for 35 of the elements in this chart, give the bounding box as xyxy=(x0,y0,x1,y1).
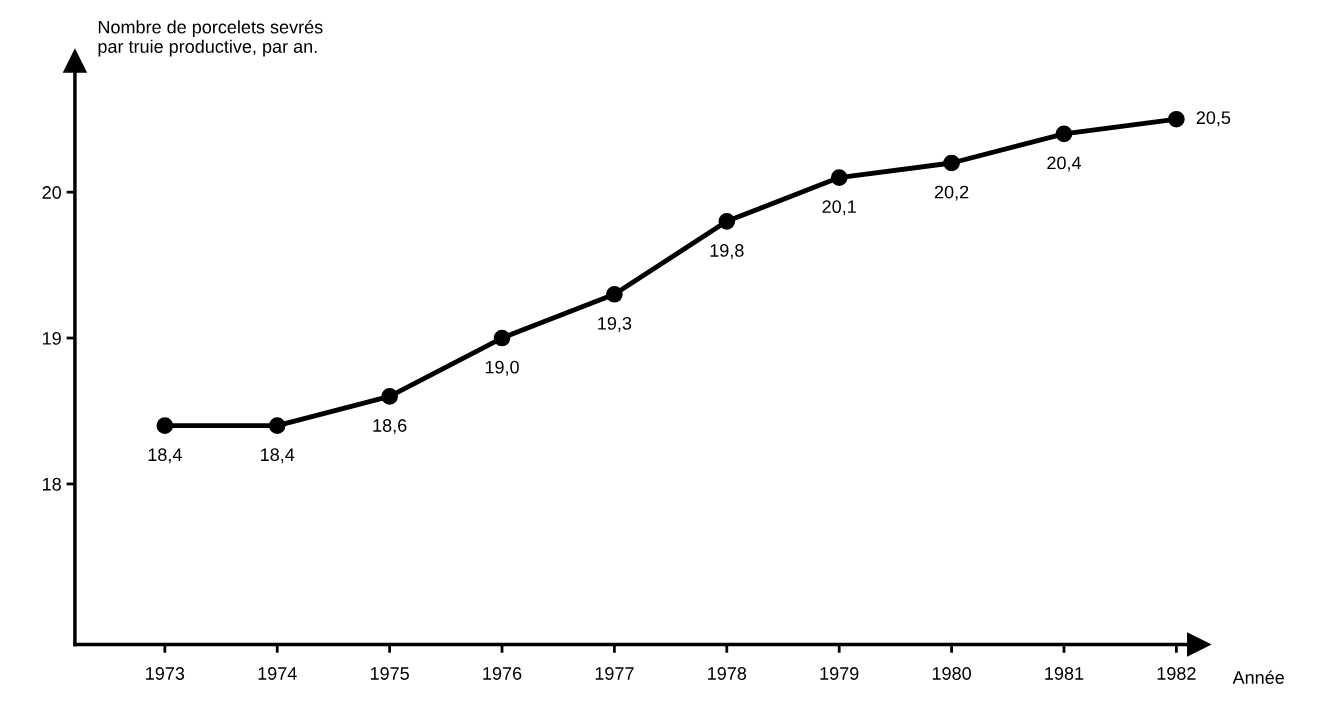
x-tick-label: 1978 xyxy=(708,667,747,680)
point xyxy=(493,329,511,347)
data-label: 18,4 xyxy=(261,448,295,464)
y-tick-label: 20 xyxy=(42,186,62,199)
x-tick-label: 1979 xyxy=(820,667,859,680)
x-tick-label: 1973 xyxy=(146,667,185,680)
x-tick-label: 1982 xyxy=(1157,667,1196,680)
x-tick-label: 1977 xyxy=(595,667,634,680)
y-axis-title: Nombre de porcelets sevrés par truie productive, par an. xyxy=(98,20,323,57)
point xyxy=(1168,110,1185,128)
y-tick-label: 19 xyxy=(43,331,61,345)
data-label: 20,2 xyxy=(934,185,969,201)
data-label: 20,1 xyxy=(822,200,856,216)
x-tick-label: 1981 xyxy=(1045,667,1084,680)
point xyxy=(268,417,286,434)
point xyxy=(1055,125,1073,143)
point xyxy=(830,169,848,186)
x-tick-label: 1976 xyxy=(483,667,522,680)
point xyxy=(156,417,174,434)
data-label: 20,4 xyxy=(1047,156,1082,172)
point xyxy=(381,388,398,405)
data-label: 18,4 xyxy=(148,448,182,464)
point xyxy=(718,212,736,230)
x-tick-label: 1974 xyxy=(258,667,297,680)
data-label: 19,0 xyxy=(485,360,519,376)
data-label: 19,3 xyxy=(598,316,632,332)
y-tick-label: 18 xyxy=(43,477,61,491)
data-label: 18,6 xyxy=(373,419,407,435)
x-tick-label: 1980 xyxy=(932,667,971,680)
data-label: 19,8 xyxy=(710,244,744,259)
x-axis-title: Année xyxy=(1232,670,1284,684)
point xyxy=(943,154,960,172)
point xyxy=(606,285,623,303)
data-label: 20,5 xyxy=(1196,111,1231,127)
x-tick-label: 1975 xyxy=(370,667,409,680)
